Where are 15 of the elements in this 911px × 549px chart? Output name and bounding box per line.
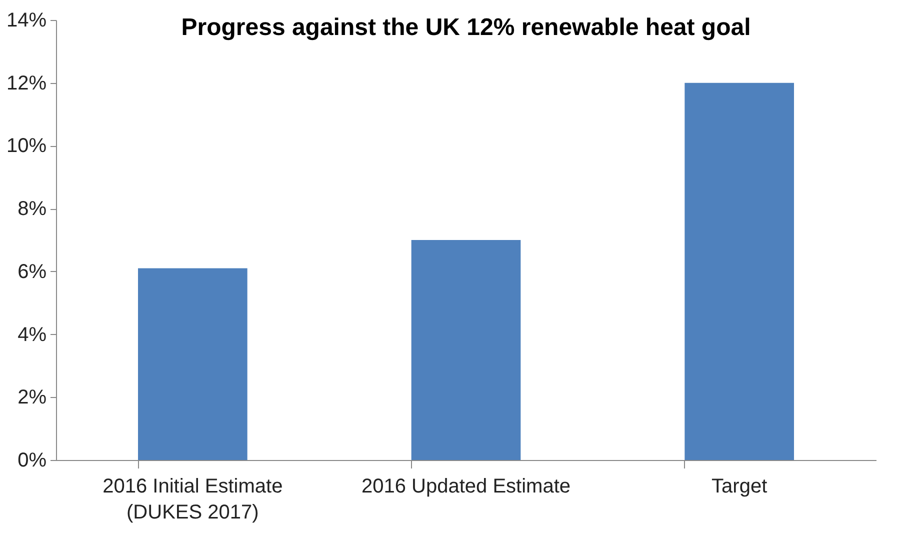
y-tick-label: 4% [18,324,47,346]
y-tick-label: 0% [18,450,47,472]
y-tick-label: 8% [18,198,47,220]
y-tick-label: 2% [18,386,47,409]
bar [138,268,248,460]
x-tick-label: 2016 Initial Estimate (DUKES 2017) [102,476,283,524]
y-tick-label: 6% [18,260,47,283]
chart-title: Progress against the UK 12% renewable heat goal [181,14,751,41]
y-tick-label: 10% [6,135,47,158]
bar [684,82,794,460]
y-tick-label: 12% [6,72,47,94]
x-tick-label: Target [712,476,768,498]
x-tick-label: 2016 Updated Estimate [361,476,571,498]
y-tick-label: 14% [6,10,47,32]
bar [411,240,521,460]
